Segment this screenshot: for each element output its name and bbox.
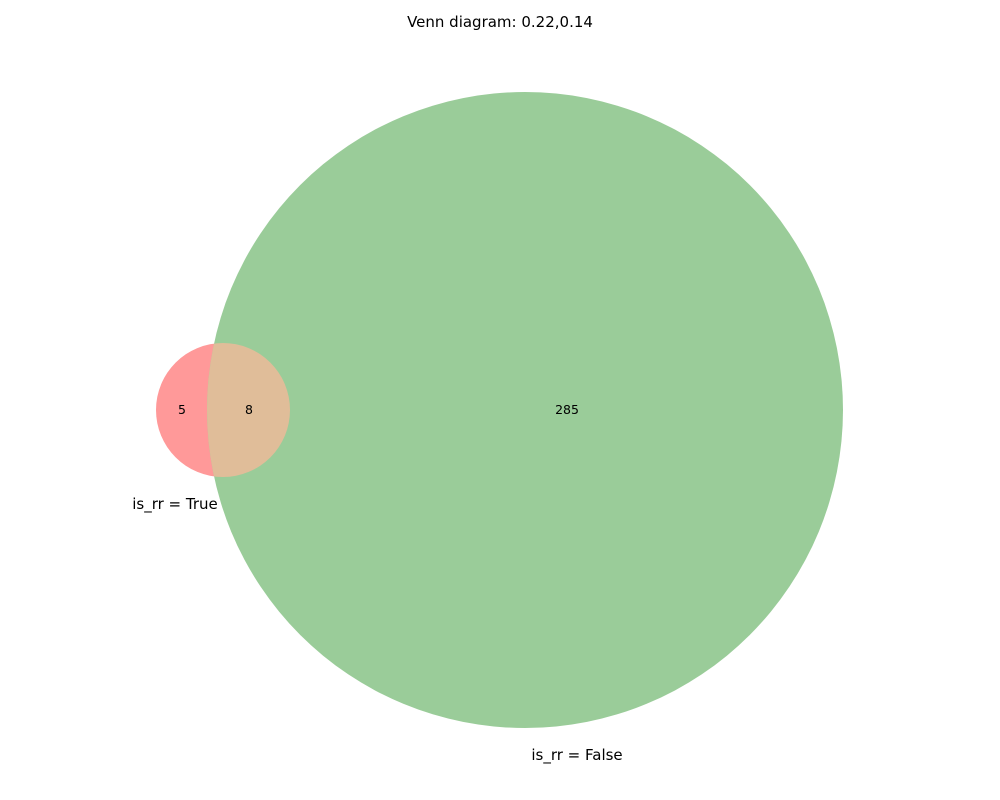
figure-title: Venn diagram: 0.22,0.14 [407, 13, 593, 31]
set-a-label: is_rr = True [132, 495, 218, 514]
set-b-label: is_rr = False [531, 746, 622, 765]
set-b-circle [207, 92, 843, 728]
intersection-count: 8 [245, 402, 253, 417]
set-a-only-count: 5 [178, 402, 186, 417]
set-b-only-count: 285 [555, 402, 579, 417]
